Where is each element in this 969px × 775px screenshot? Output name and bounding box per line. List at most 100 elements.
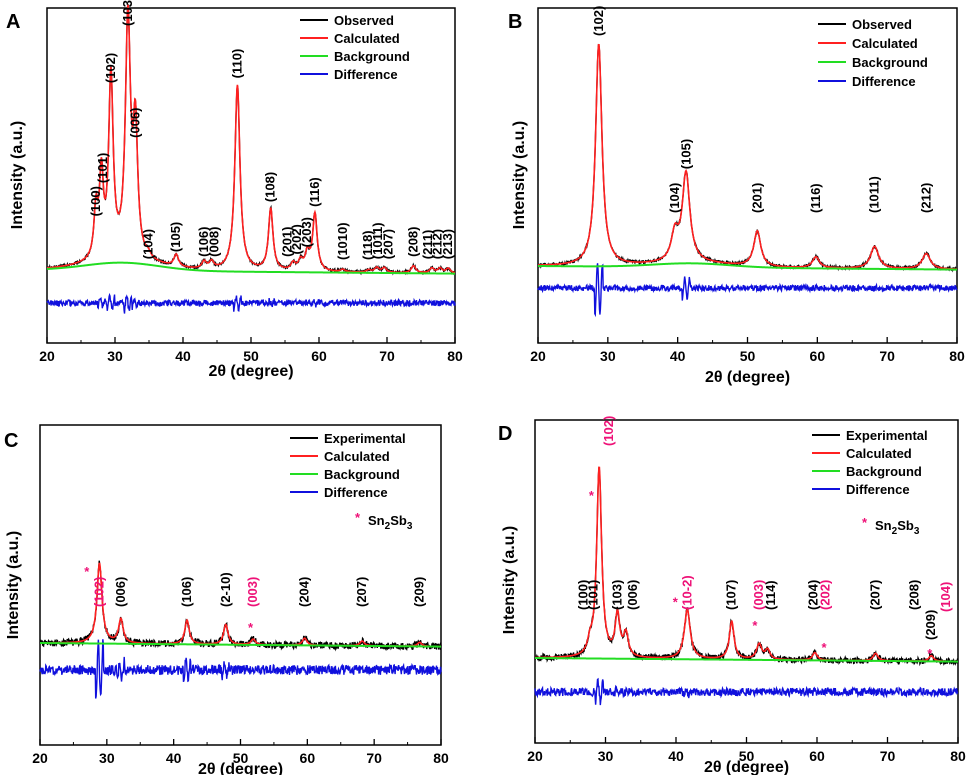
legend-label: Calculated: [852, 36, 918, 51]
x-tick-label: 20: [530, 348, 546, 364]
phase-marker-label: Sn2Sb3: [875, 518, 920, 537]
y-axis-title: Intensity (a.u.): [9, 121, 26, 229]
peak-label: (103): [610, 580, 625, 610]
peak-label: (202): [818, 580, 833, 610]
background-series-line: [40, 642, 441, 648]
x-axis-title: 2θ (degree): [198, 761, 283, 775]
x-tick-label: 50: [739, 748, 755, 764]
panel-d: D 20 30 40 50 60 70 80 2θ (degree) Intensity (a.u…: [498, 416, 966, 775]
legend-label: Experimental: [324, 431, 406, 446]
peak-label: (208): [906, 580, 921, 610]
x-axis-title: 2θ (degree): [705, 369, 790, 386]
peak-label: (2-10): [218, 572, 233, 607]
peak-label: (101): [586, 580, 601, 610]
peak-label: (118): [360, 230, 375, 260]
peak-label: (1011): [867, 176, 882, 213]
peak-label: (116): [808, 183, 823, 213]
phase-marker-asterisk: *: [355, 510, 361, 525]
x-tick-label: 50: [740, 348, 756, 364]
y-axis-title: Intensity (a.u.): [5, 531, 22, 639]
panel-letter: A: [6, 11, 20, 33]
peak-label: (105): [679, 139, 694, 169]
observed-series-line: [39, 560, 442, 652]
x-tick-label: 40: [166, 750, 182, 766]
peak-label: (102): [601, 416, 616, 446]
x-tick-label: 80: [447, 348, 463, 364]
panel-letter: B: [508, 11, 522, 33]
x-tick-label: 40: [668, 748, 684, 764]
legend-label: Background: [324, 467, 400, 482]
peak-label: (213): [440, 229, 455, 259]
x-tick-label: 30: [99, 750, 115, 766]
peak-label: (102): [103, 53, 118, 83]
phase-asterisk: *: [673, 595, 679, 610]
phase-asterisk: *: [589, 488, 595, 503]
legend-label: Difference: [334, 67, 398, 82]
x-axis-title: 2θ (degree): [704, 759, 789, 775]
phase-marker-asterisk: *: [862, 515, 868, 530]
x-tick-label: 80: [949, 348, 965, 364]
x-tick-label: 80: [950, 748, 966, 764]
difference-series-line: [39, 639, 442, 699]
calculated-series-line: [537, 43, 958, 270]
peak-label: (204): [806, 580, 821, 610]
panels: A 20 30 40 50 60 70 80 2θ (degree) Intensity (a.u…: [4, 0, 966, 775]
panel-b: B 20 30 40 50 60 70 80 2θ (degree) Intensity (a.u…: [508, 6, 965, 386]
x-tick-label: 60: [311, 348, 327, 364]
x-tick-label: 60: [300, 750, 316, 766]
x-tick-label: 30: [598, 748, 614, 764]
legend-label: Observed: [334, 13, 394, 28]
peak-label: (108): [263, 172, 278, 202]
x-tick-label: 70: [879, 348, 895, 364]
peak-label: (201): [280, 227, 295, 257]
x-tick-label: 60: [809, 748, 825, 764]
peak-label: (006): [113, 577, 128, 607]
x-axis-title: 2θ (degree): [208, 363, 293, 380]
peak-label: (003): [751, 580, 766, 610]
peak-label: (202): [289, 224, 304, 254]
peak-label: (1011): [370, 222, 385, 259]
legend-label: Observed: [852, 17, 912, 32]
peak-label: (208): [406, 227, 421, 257]
legend-label: Calculated: [846, 446, 912, 461]
peak-label: (110): [229, 49, 244, 79]
x-tick-label: 40: [670, 348, 686, 364]
peak-label: (207): [354, 577, 369, 607]
x-tick-label: 60: [810, 348, 826, 364]
y-axis-title: Intensity (a.u.): [511, 121, 528, 229]
peak-label: (104): [140, 229, 155, 259]
legend-label: Difference: [324, 485, 388, 500]
peak-label: (10-2): [679, 575, 694, 610]
peak-label: (006): [127, 108, 142, 138]
legend-label: Calculated: [334, 31, 400, 46]
peak-label: (201): [749, 183, 764, 213]
legend-label: Difference: [846, 482, 910, 497]
peak-label: (100): [576, 580, 591, 610]
peak-label: (006): [625, 580, 640, 610]
calculated-series-line: [46, 4, 456, 274]
phase-asterisk: *: [927, 646, 933, 661]
legend-label: Calculated: [324, 449, 390, 464]
phase-asterisk: *: [752, 618, 758, 633]
peak-label: (212): [918, 183, 933, 213]
x-tick-label: 70: [379, 348, 395, 364]
peak-label: (114): [763, 580, 778, 610]
x-tick-label: 20: [32, 750, 48, 766]
phase-marker-label: Sn2Sb3: [368, 513, 413, 532]
phase-asterisk: *: [84, 564, 90, 579]
x-tick-label: 40: [175, 348, 191, 364]
peak-label: (209): [923, 610, 938, 640]
peak-label: (101): [95, 153, 110, 183]
x-tick-label: 50: [233, 750, 249, 766]
x-tick-label: 20: [39, 348, 55, 364]
legend-label: Difference: [852, 74, 916, 89]
x-tick-label: 70: [366, 750, 382, 766]
peak-label: (209): [412, 577, 427, 607]
legend-label: Background: [852, 55, 928, 70]
peak-label: (103): [120, 0, 135, 26]
panel-c: C 20 30 40 50 60 70 80 2θ (degree) Intensity (a.u…: [4, 424, 449, 775]
peak-label: (106): [196, 227, 211, 257]
difference-series-line: [537, 263, 958, 318]
phase-asterisk: *: [248, 620, 254, 635]
